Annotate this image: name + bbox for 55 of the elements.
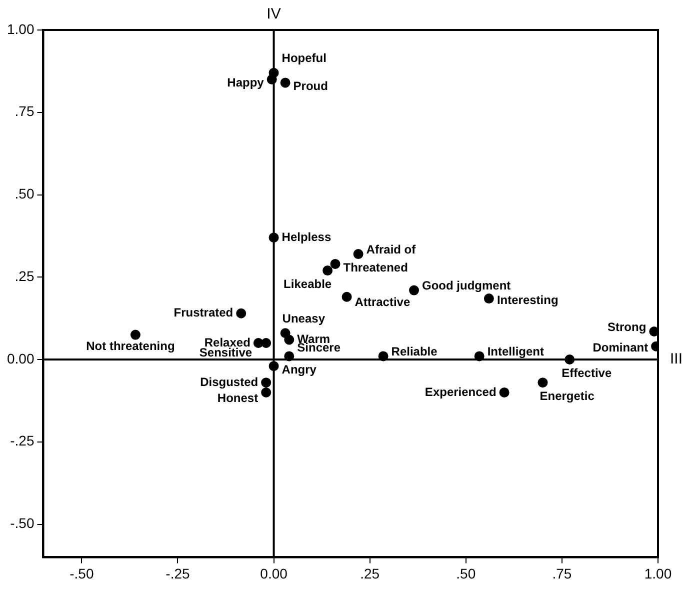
- annotation: Afraid of: [366, 242, 417, 256]
- annotation: Experienced: [424, 384, 496, 399]
- annotation: Intelligent: [487, 344, 544, 359]
- annotation: Good judgment: [422, 278, 511, 293]
- annotation: Proud: [293, 79, 328, 94]
- point: [484, 294, 494, 304]
- x-tick-label: 1.00: [644, 565, 672, 582]
- point: [649, 326, 658, 336]
- point: [538, 378, 548, 388]
- point: [353, 249, 364, 260]
- point: [261, 387, 272, 398]
- y-tick-label: -.50: [10, 515, 34, 532]
- point: [261, 338, 272, 348]
- y-tick-label: .25: [14, 268, 34, 284]
- annotation: Likeable: [284, 276, 332, 291]
- annotation: Interesting: [496, 292, 558, 307]
- x-tick-label: -.25: [166, 565, 190, 582]
- point: [130, 330, 140, 340]
- point: [499, 387, 510, 398]
- point: [284, 334, 294, 345]
- y-tick-label: 0.00: [7, 350, 34, 366]
- point: [280, 78, 290, 88]
- annotation: Honest: [217, 390, 258, 405]
- y-tick-label: .50: [14, 186, 34, 202]
- point: [330, 258, 340, 269]
- x-tick-label: .50: [456, 565, 476, 582]
- y-tick-label: -.25: [10, 432, 34, 449]
- ref-line-label: III: [670, 350, 682, 368]
- annotation: Effective: [562, 366, 612, 380]
- y-tick-label: .75: [14, 103, 34, 120]
- annotation: Reliable: [391, 344, 438, 359]
- x-tick-label: .25: [360, 565, 380, 582]
- annotation: Uneasy: [282, 311, 326, 326]
- y-tick-label: 1.00: [7, 20, 34, 37]
- annotation: Energetic: [540, 388, 595, 403]
- x-tick-label: -.50: [70, 565, 94, 582]
- ref-line-label: IV: [266, 6, 281, 23]
- point: [342, 292, 352, 302]
- annotation: Not threatening: [86, 339, 175, 354]
- annotation: Attractive: [354, 295, 410, 310]
- annotation: Happy: [227, 76, 264, 90]
- point: [322, 266, 333, 276]
- point: [409, 285, 420, 296]
- annotation: Helpless: [282, 230, 332, 244]
- annotation: Hopeful: [282, 51, 326, 66]
- x-tick-label: .75: [552, 565, 572, 582]
- annotation: Disgusted: [200, 374, 258, 389]
- point: [236, 308, 246, 318]
- annotation: Frustrated: [174, 306, 234, 320]
- annotation: Threatened: [343, 260, 408, 274]
- x-tick-label: 0.00: [260, 565, 288, 582]
- annotation: Strong: [607, 320, 646, 334]
- annotation: Angry: [282, 362, 317, 376]
- point: [261, 378, 272, 388]
- annotation: Dominant: [592, 340, 648, 355]
